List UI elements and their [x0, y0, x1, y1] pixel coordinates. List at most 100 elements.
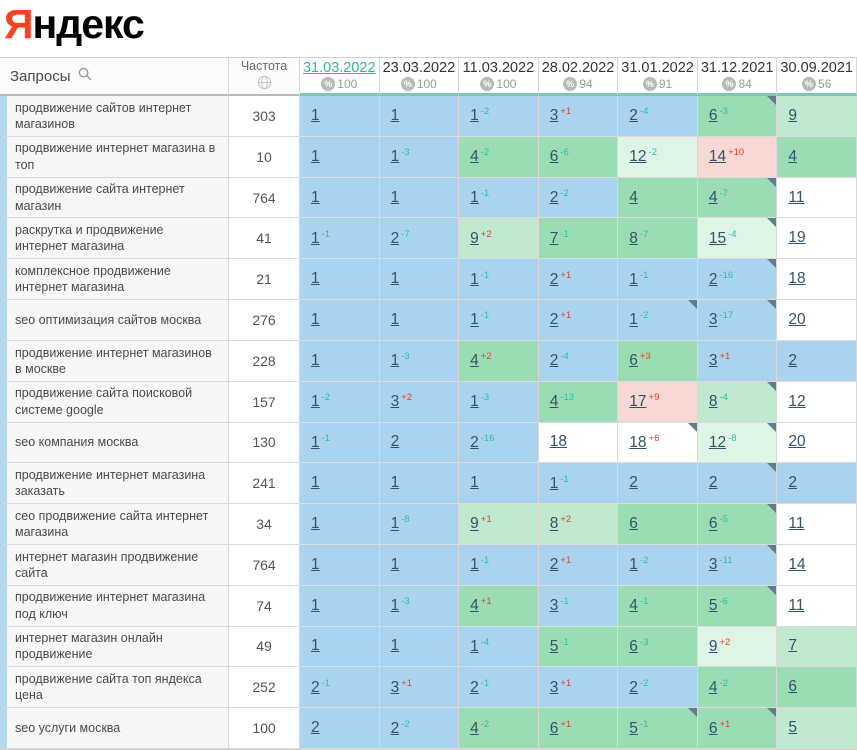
position-link[interactable]: 9 +2 — [470, 228, 492, 247]
position-link[interactable]: 1 -1 — [549, 473, 569, 492]
position-link[interactable]: 1 -3 — [390, 596, 410, 615]
position-link[interactable]: 3 +1 — [708, 351, 731, 370]
position-link[interactable]: 4 -13 — [549, 392, 575, 411]
position-link[interactable]: 12 -2 — [629, 147, 657, 166]
position-link[interactable]: 6 +1 — [549, 718, 572, 737]
position-link[interactable]: 2 +1 — [549, 555, 572, 574]
position-link[interactable]: 1 — [390, 188, 400, 206]
position-link[interactable]: 18 — [788, 270, 806, 288]
query-cell[interactable]: продвижение интернет магазина в топ — [0, 136, 229, 178]
query-cell[interactable]: сео продвижение сайта интернет магазина — [0, 504, 229, 545]
position-link[interactable]: 2 -7 — [390, 228, 410, 247]
position-link[interactable]: 7 -1 — [549, 228, 569, 247]
date-link[interactable]: 30.09.2021 — [780, 60, 853, 76]
position-link[interactable]: 2 — [390, 433, 400, 451]
position-link[interactable]: 1 -3 — [390, 147, 410, 166]
position-link[interactable]: 1 — [311, 555, 320, 573]
position-link[interactable]: 3 -11 — [708, 555, 733, 574]
query-cell[interactable]: раскрутка и продвижение интернет магазин… — [0, 218, 229, 260]
position-link[interactable]: 2 -2 — [629, 677, 649, 696]
position-link[interactable]: 20 — [788, 433, 806, 451]
position-link[interactable]: 2 -16 — [470, 432, 495, 451]
position-link[interactable]: 4 +1 — [470, 596, 492, 615]
position-link[interactable]: 14 — [788, 555, 806, 573]
position-link[interactable]: 8 -7 — [629, 228, 649, 247]
position-link[interactable]: 1 — [390, 106, 400, 124]
date-link[interactable]: 31.01.2022 — [621, 60, 694, 76]
position-link[interactable]: 4 +2 — [470, 351, 492, 370]
position-link[interactable]: 2 — [311, 719, 320, 737]
position-link[interactable]: 1 — [390, 310, 400, 328]
position-link[interactable]: 2 — [708, 474, 718, 492]
position-link[interactable]: 1 -8 — [390, 514, 410, 533]
position-link[interactable]: 1 — [390, 637, 400, 655]
position-link[interactable]: 2 — [788, 474, 798, 492]
position-link[interactable]: 1 -2 — [629, 555, 649, 574]
position-link[interactable]: 6 -3 — [708, 106, 728, 125]
query-cell[interactable]: продвижение сайта поисковой системе goog… — [0, 381, 229, 423]
position-link[interactable]: 3 -17 — [708, 310, 734, 329]
position-link[interactable]: 3 +1 — [549, 677, 572, 696]
position-link[interactable]: 5 -6 — [708, 596, 728, 615]
position-link[interactable]: 3 -1 — [549, 596, 569, 615]
query-cell[interactable]: продвижение интернет магазинов в москве — [0, 340, 229, 382]
position-link[interactable]: 1 -2 — [629, 310, 649, 329]
position-link[interactable]: 1 -1 — [311, 432, 331, 451]
position-link[interactable]: 1 -3 — [390, 351, 410, 370]
position-link[interactable]: 6 +3 — [629, 351, 651, 370]
query-cell[interactable]: seo оптимизация сайтов москва — [0, 300, 229, 341]
position-link[interactable]: 1 -2 — [311, 392, 331, 411]
position-link[interactable]: 9 — [788, 106, 798, 124]
position-link[interactable]: 18 — [549, 433, 567, 451]
position-link[interactable]: 1 — [311, 596, 320, 614]
position-link[interactable]: 12 -8 — [708, 432, 737, 451]
position-link[interactable]: 11 — [788, 188, 805, 206]
position-link[interactable]: 12 — [788, 392, 806, 410]
position-link[interactable]: 2 -1 — [311, 677, 331, 696]
query-cell[interactable]: seo услуги москва — [0, 708, 229, 749]
position-link[interactable]: 6 — [788, 678, 798, 696]
position-link[interactable]: 2 -2 — [390, 718, 410, 737]
position-link[interactable]: 20 — [788, 310, 806, 328]
position-link[interactable]: 2 -2 — [549, 187, 569, 207]
query-cell[interactable]: продвижение сайтов интернет магазинов — [0, 96, 229, 137]
position-link[interactable]: 6 +1 — [708, 718, 731, 737]
position-link[interactable]: 5 -1 — [629, 718, 649, 737]
position-link[interactable]: 4 -7 — [708, 187, 728, 207]
position-link[interactable]: 1 — [311, 188, 320, 206]
position-link[interactable]: 14 +10 — [708, 147, 745, 166]
position-link[interactable]: 11 — [788, 515, 805, 533]
query-cell[interactable]: продвижение сайта топ яндекса цена — [0, 667, 229, 709]
position-link[interactable]: 9 +1 — [470, 514, 492, 533]
position-link[interactable]: 6 -3 — [629, 636, 649, 656]
position-link[interactable]: 17 +9 — [629, 392, 660, 411]
position-link[interactable]: 1 -1 — [470, 269, 490, 288]
position-link[interactable]: 1 -1 — [629, 269, 649, 288]
position-link[interactable]: 4 -2 — [708, 677, 728, 696]
position-link[interactable]: 7 — [788, 637, 798, 655]
position-link[interactable]: 1 -1 — [470, 187, 490, 207]
date-link[interactable]: 28.02.2022 — [541, 60, 615, 76]
position-link[interactable]: 4 -2 — [470, 147, 490, 166]
date-link[interactable]: 31.12.2021 — [700, 60, 774, 76]
position-link[interactable]: 8 +2 — [549, 514, 572, 533]
position-link[interactable]: 18 +6 — [629, 432, 660, 451]
position-link[interactable]: 4 -1 — [629, 596, 649, 615]
position-link[interactable]: 2 -4 — [629, 106, 649, 125]
position-link[interactable]: 3 +1 — [390, 677, 413, 696]
position-link[interactable]: 2 +1 — [549, 310, 572, 329]
position-link[interactable]: 8 -4 — [708, 392, 728, 411]
query-cell[interactable]: продвижение сайта интернет магазин — [0, 177, 229, 219]
query-cell[interactable]: seo компания москва — [0, 422, 229, 464]
position-link[interactable]: 3 +1 — [549, 106, 572, 125]
position-link[interactable]: 1 -2 — [470, 106, 490, 125]
position-link[interactable]: 4 — [788, 147, 798, 165]
position-link[interactable]: 2 -16 — [708, 269, 734, 288]
position-link[interactable]: 5 — [788, 719, 798, 737]
position-link[interactable]: 1 -1 — [311, 228, 331, 247]
position-link[interactable]: 1 — [470, 474, 479, 492]
query-cell[interactable]: продвижение интернет магазина заказать — [0, 463, 229, 505]
position-link[interactable]: 2 — [788, 351, 798, 369]
position-link[interactable]: 4 — [629, 188, 638, 206]
position-link[interactable]: 1 — [311, 515, 320, 533]
